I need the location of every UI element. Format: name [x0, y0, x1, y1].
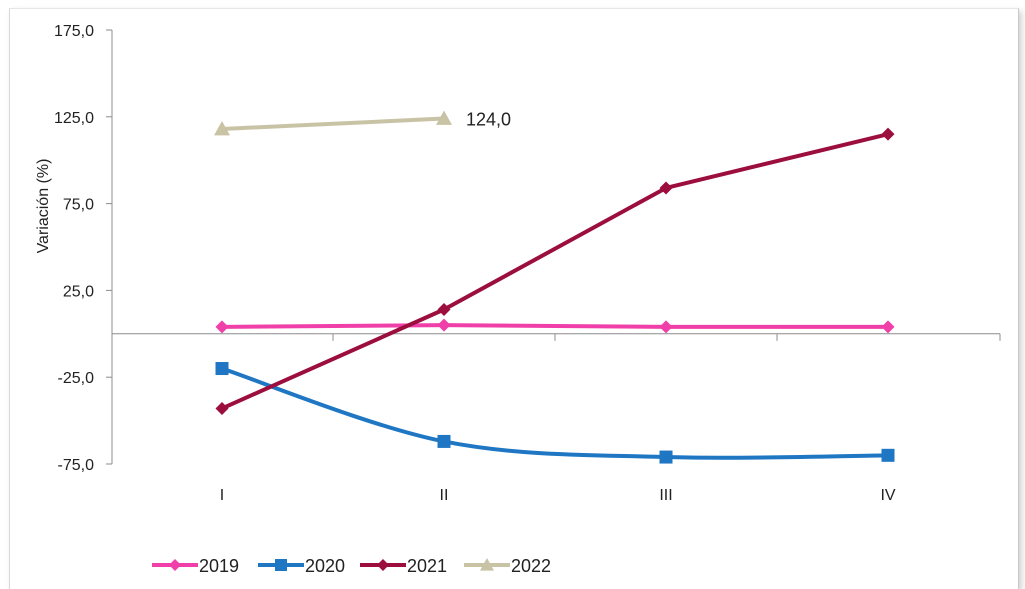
data-point-2020: [881, 448, 895, 462]
data-point-2020: [437, 434, 451, 448]
legend-marker: [377, 559, 389, 571]
data-point-2022: [436, 110, 452, 125]
data-point-2021: [437, 302, 451, 316]
data-point-2021: [881, 127, 895, 141]
series-2020: [215, 362, 895, 464]
legend-marker: [275, 559, 287, 571]
data-point-2019: [659, 320, 673, 334]
legend-label: 2021: [407, 556, 447, 576]
data-point-2019: [881, 320, 895, 334]
series-2022: [214, 110, 452, 136]
series-line-2020: [220, 366, 890, 460]
legend-label: 2020: [305, 556, 345, 576]
y-tick-label: -25,0: [58, 370, 95, 387]
data-point-2019: [215, 320, 229, 334]
legend-label: 2022: [511, 556, 551, 576]
series-line-2021: [220, 132, 890, 411]
legend-marker: [169, 559, 181, 571]
series-line-2022: [220, 116, 446, 131]
legend-item-2020: 2020: [258, 556, 345, 576]
legend-item-2019: 2019: [152, 556, 239, 576]
series-2021: [215, 127, 895, 415]
y-tick-label: 125,0: [54, 110, 94, 127]
data-point-2019: [437, 318, 451, 332]
y-tick-label: 75,0: [63, 197, 94, 214]
series-layer: [214, 110, 895, 464]
x-tick-label: III: [659, 487, 672, 504]
x-tick-label: IV: [880, 487, 895, 504]
data-point-2021: [215, 401, 229, 415]
legend-item-2021: 2021: [360, 556, 447, 576]
legend-label: 2019: [199, 556, 239, 576]
series-2019: [215, 318, 895, 334]
legend-item-2022: 2022: [464, 556, 551, 576]
data-point-2022: [214, 120, 230, 136]
x-tick-label: II: [440, 487, 449, 504]
data-label-2022: 124,0: [466, 110, 511, 130]
y-tick-label: 25,0: [63, 283, 94, 300]
y-axis: -75,0 -25,0 25,0 75,0 125,0 175,0: [54, 23, 113, 474]
chart-border: [9, 8, 1019, 589]
data-point-2020: [659, 450, 673, 464]
data-point-2020: [215, 362, 229, 376]
y-axis-title: Variación (%): [35, 159, 52, 254]
series-line-2019: [220, 323, 890, 329]
labels-layer: 124,0: [466, 110, 511, 130]
legend: 2019 2020 2021 2022: [152, 556, 551, 576]
data-point-2021: [659, 181, 673, 195]
x-axis: I II III IV: [111, 333, 1001, 504]
y-tick-label: -75,0: [58, 457, 95, 474]
y-tick-label: 175,0: [54, 23, 94, 40]
x-tick-label: I: [220, 487, 224, 504]
legend-marker: [480, 558, 494, 571]
